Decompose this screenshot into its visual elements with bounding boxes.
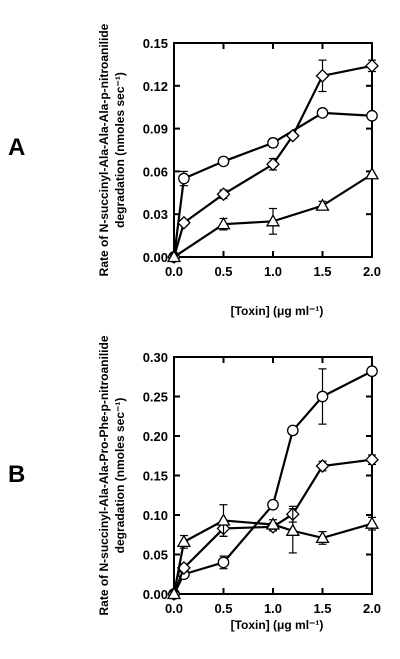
data-point-circle bbox=[267, 498, 279, 511]
series-line bbox=[173, 370, 373, 595]
data-point-triangle bbox=[176, 534, 192, 548]
y-axis-label-line2: degradation (nmoles sec⁻¹) bbox=[113, 72, 127, 228]
y-tick-label: 0.15 bbox=[143, 469, 168, 484]
y-tick-label: 0.10 bbox=[143, 508, 168, 523]
data-point-diamond bbox=[365, 58, 379, 73]
data-point-triangle bbox=[166, 586, 182, 600]
y-tick-label: 0.00 bbox=[143, 587, 168, 602]
y-tick-label: 0.15 bbox=[143, 36, 168, 51]
y-tick-label: 0.06 bbox=[143, 164, 168, 179]
x-tick-label: 1.0 bbox=[264, 264, 282, 279]
x-tick-label: 0.5 bbox=[214, 601, 232, 616]
panel-b: B 0.00 0.05 0.10 0.15 0.20 0.25 0.30 0.0 0.5 1.0 1.… bbox=[8, 335, 381, 632]
data-point-triangle bbox=[216, 216, 231, 230]
data-point-triangle bbox=[315, 198, 330, 211]
panel-label: B bbox=[8, 461, 25, 488]
data-point-circle bbox=[217, 155, 230, 168]
x-tick-label: 1.5 bbox=[313, 264, 331, 279]
data-point-circle bbox=[316, 107, 329, 119]
series-triangle bbox=[166, 504, 380, 600]
data-point-triangle bbox=[285, 523, 300, 536]
y-tick-label: 0.05 bbox=[143, 548, 168, 563]
x-tick-label: 0.0 bbox=[165, 601, 183, 616]
x-tick-label: 0.0 bbox=[165, 264, 183, 279]
x-axis-label: [Toxin] (μg ml⁻¹) bbox=[231, 618, 324, 632]
x-tick-label: 2.0 bbox=[363, 264, 381, 279]
y-tick-label: 0.03 bbox=[143, 207, 168, 222]
data-point-triangle bbox=[364, 166, 380, 180]
data-point-circle bbox=[316, 390, 329, 403]
y-tick-label: 0.09 bbox=[143, 122, 168, 137]
data-point-circle bbox=[217, 556, 230, 569]
series-triangle bbox=[166, 166, 380, 263]
data-point-circle bbox=[366, 109, 378, 122]
y-tick-label: 0.25 bbox=[143, 390, 168, 405]
data-point-triangle bbox=[315, 530, 330, 544]
data-point-triangle bbox=[265, 214, 281, 227]
data-point-circle bbox=[286, 424, 299, 437]
data-point-triangle bbox=[166, 249, 182, 263]
data-point-diamond bbox=[216, 187, 231, 202]
plot-frame bbox=[173, 356, 373, 595]
y-tick-label: 0.00 bbox=[143, 250, 168, 265]
x-axis-label: [Toxin] (μg ml⁻¹) bbox=[231, 304, 324, 318]
data-point-triangle bbox=[364, 516, 380, 529]
panel-a: A 0.00 0.03 0.06 0.09 0.12 0.15 0.0 0.5 1.0 1.5 2.0… bbox=[8, 23, 381, 318]
x-tick-label: 2.0 bbox=[363, 601, 381, 616]
series-circle bbox=[168, 365, 378, 600]
data-point-diamond bbox=[315, 68, 330, 83]
series-line bbox=[172, 111, 373, 258]
data-point-circle bbox=[366, 365, 378, 378]
data-point-triangle bbox=[216, 513, 231, 526]
x-tick-label: 1.0 bbox=[264, 601, 282, 616]
panel-label: A bbox=[8, 134, 25, 161]
y-axis-label-line1: Rate of N-succinyl-Ala-Ala-Pro-Phe-p-nit… bbox=[97, 335, 111, 615]
data-point-diamond bbox=[365, 452, 379, 467]
data-point-triangle bbox=[265, 517, 281, 530]
data-point-diamond bbox=[285, 128, 300, 143]
data-point-circle bbox=[267, 137, 279, 149]
y-axis-label-line2: degradation (nmoles sec⁻¹) bbox=[113, 398, 127, 554]
x-tick-label: 1.5 bbox=[313, 601, 331, 616]
y-axis-label-line1: Rate of N-succinyl-Ala-Ala-Ala-p-nitroan… bbox=[97, 23, 111, 276]
y-tick-label: 0.12 bbox=[143, 79, 168, 94]
data-point-diamond bbox=[176, 215, 191, 230]
y-tick-label: 0.20 bbox=[143, 429, 168, 444]
x-tick-label: 0.5 bbox=[214, 264, 232, 279]
data-point-circle bbox=[178, 172, 190, 185]
y-tick-label: 0.30 bbox=[143, 350, 168, 365]
data-point-diamond bbox=[266, 157, 280, 172]
data-point-diamond bbox=[315, 459, 330, 473]
